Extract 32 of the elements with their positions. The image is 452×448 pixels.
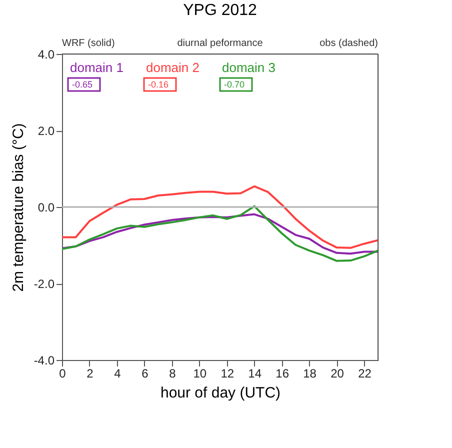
line-series (62, 185, 378, 249)
x-tick-label: 14 (248, 366, 262, 380)
x-axis-title: hour of day (UTC) (160, 384, 281, 402)
x-tick-label: 8 (169, 366, 176, 380)
x-tick-label: 4 (114, 366, 122, 380)
text: domain 2 (146, 60, 200, 75)
y-tick-label: 2.0 (38, 124, 55, 138)
text: WRF (solid) (62, 38, 115, 49)
annotation: -0.65 (72, 80, 93, 90)
x-tick-label: 0 (59, 366, 66, 380)
line-series (62, 213, 378, 255)
x-tick-label: 18 (303, 366, 317, 380)
x-tick-label: 16 (276, 366, 290, 380)
x-tick-label: 12 (220, 366, 234, 380)
y-tick-label: -4.0 (34, 354, 55, 368)
chart-title: YPG 2012 (183, 2, 258, 19)
x-tick-label: 10 (193, 366, 207, 380)
y-tick-label: 4.0 (38, 48, 55, 62)
line-series (62, 205, 378, 262)
x-tick-label: 2 (86, 366, 94, 380)
text: obs (dashed) (320, 38, 378, 49)
text: domain 1 (70, 60, 124, 75)
annotation: -0.70 (224, 80, 245, 90)
x-tick-label: 22 (358, 366, 372, 380)
x-tick-label: 20 (330, 366, 344, 380)
x-tick-label: 6 (142, 366, 149, 380)
annotation: -0.16 (148, 80, 169, 90)
text: diurnal peformance (177, 38, 264, 49)
y-tick-label: -2.0 (34, 277, 55, 291)
y-tick-label: 0.0 (38, 200, 55, 214)
text: domain 3 (222, 60, 276, 75)
y-axis-title: 2m temperature bias (°C) (10, 123, 27, 292)
